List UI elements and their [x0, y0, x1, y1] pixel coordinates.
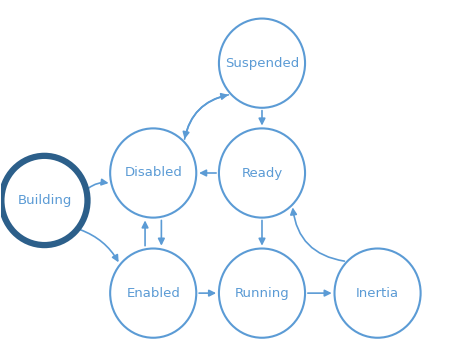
Text: Inertia: Inertia: [355, 286, 398, 300]
Text: Enabled: Enabled: [126, 286, 180, 300]
Text: Suspended: Suspended: [224, 57, 298, 70]
Ellipse shape: [1, 156, 87, 245]
Ellipse shape: [218, 248, 304, 338]
Ellipse shape: [218, 19, 304, 108]
Ellipse shape: [110, 248, 196, 338]
Ellipse shape: [110, 128, 196, 218]
Text: Disabled: Disabled: [124, 166, 182, 180]
Ellipse shape: [334, 248, 420, 338]
Ellipse shape: [218, 128, 304, 218]
Text: Ready: Ready: [241, 166, 282, 180]
Text: Running: Running: [234, 286, 289, 300]
Text: Building: Building: [17, 194, 71, 207]
